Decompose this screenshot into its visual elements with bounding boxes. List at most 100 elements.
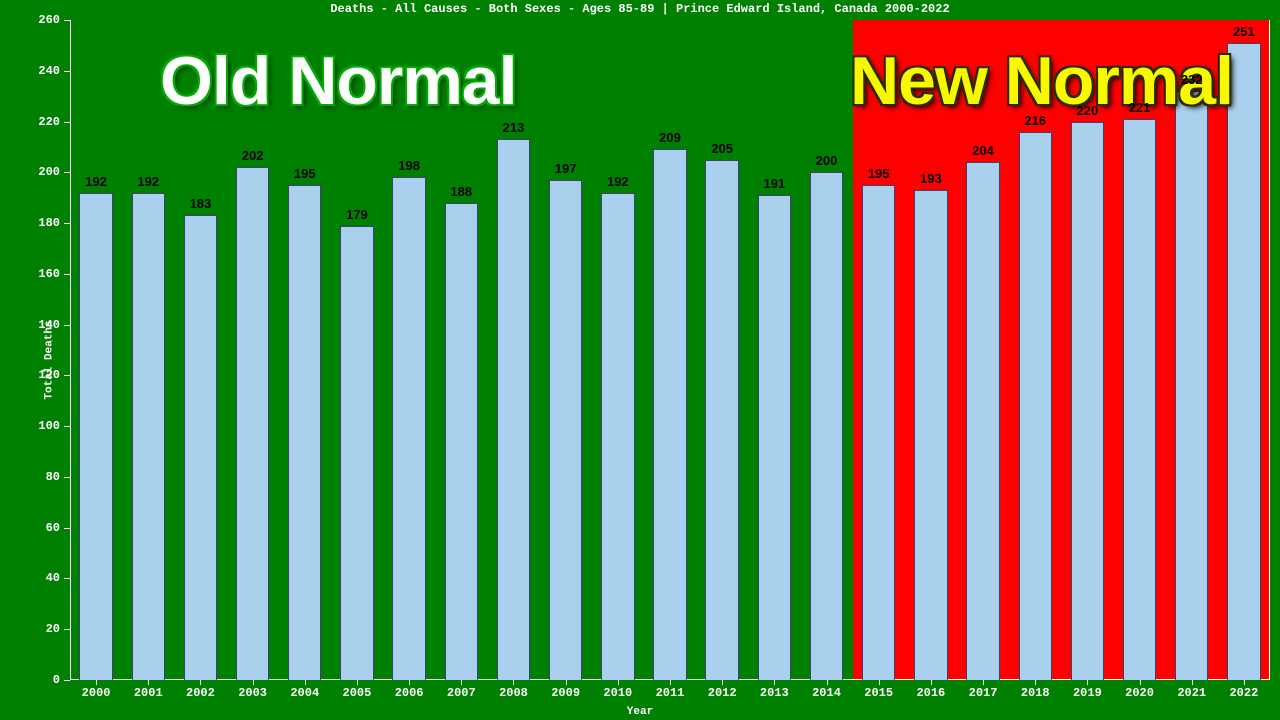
bar-value-label: 251	[1233, 24, 1255, 39]
y-tick-label: 180	[38, 216, 60, 230]
bar	[132, 193, 165, 680]
bar	[1123, 119, 1156, 680]
bar-slot: 1912013	[748, 20, 800, 680]
bar-value-label: 191	[763, 176, 785, 191]
y-tick-label: 100	[38, 419, 60, 433]
bar-slot: 2002014	[800, 20, 852, 680]
y-tick	[64, 629, 70, 630]
bar-value-label: 195	[868, 166, 890, 181]
plot-area: Old Normal New Normal 192200019220011832…	[70, 20, 1270, 680]
bar	[810, 172, 843, 680]
bar-value-label: 204	[972, 143, 994, 158]
x-tick	[1192, 680, 1193, 685]
y-tick	[64, 375, 70, 376]
x-tick	[618, 680, 619, 685]
bar-value-label: 179	[346, 207, 368, 222]
x-tick	[722, 680, 723, 685]
x-tick-label: 2015	[864, 686, 893, 700]
chart-title: Deaths - All Causes - Both Sexes - Ages …	[0, 2, 1280, 16]
bar	[862, 185, 895, 680]
x-tick	[774, 680, 775, 685]
x-tick-label: 2011	[656, 686, 685, 700]
bar-slot: 2052012	[696, 20, 748, 680]
bar	[914, 190, 947, 680]
x-tick	[305, 680, 306, 685]
x-tick	[983, 680, 984, 685]
x-tick-label: 2014	[812, 686, 841, 700]
bar-slot: 1972009	[540, 20, 592, 680]
y-tick	[64, 20, 70, 21]
bar	[236, 167, 269, 680]
x-tick-label: 2007	[447, 686, 476, 700]
bar-value-label: 188	[450, 184, 472, 199]
x-tick	[200, 680, 201, 685]
y-axis-title: Total Deaths	[44, 320, 56, 399]
y-tick	[64, 325, 70, 326]
bar	[705, 160, 738, 680]
bar	[79, 193, 112, 680]
x-tick	[670, 680, 671, 685]
y-tick-label: 0	[53, 673, 60, 687]
bar-value-label: 193	[920, 171, 942, 186]
x-tick-label: 2005	[343, 686, 372, 700]
bar-value-label: 205	[711, 141, 733, 156]
bar-value-label: 213	[503, 120, 525, 135]
bar	[445, 203, 478, 680]
bar-slot: 1922010	[592, 20, 644, 680]
bar-value-label: 216	[1024, 113, 1046, 128]
bar-value-label: 198	[398, 158, 420, 173]
bar-slot: 2092011	[644, 20, 696, 680]
bar-slot: 1922000	[70, 20, 122, 680]
x-tick	[879, 680, 880, 685]
y-tick-label: 120	[38, 368, 60, 382]
x-tick-label: 2000	[82, 686, 111, 700]
x-tick	[1087, 680, 1088, 685]
bar-value-label: 220	[1077, 103, 1099, 118]
bar-value-label: 192	[607, 174, 629, 189]
y-tick	[64, 274, 70, 275]
y-tick-label: 140	[38, 318, 60, 332]
bar	[1019, 132, 1052, 680]
x-tick	[461, 680, 462, 685]
x-tick	[409, 680, 410, 685]
x-tick	[1244, 680, 1245, 685]
overlay-label-old-normal: Old Normal	[160, 42, 517, 120]
bar-value-label: 192	[85, 174, 107, 189]
x-axis-title: Year	[627, 706, 653, 718]
bar	[549, 180, 582, 680]
x-tick	[931, 680, 932, 685]
bar	[340, 226, 373, 680]
bar-value-label: 195	[294, 166, 316, 181]
x-tick	[1140, 680, 1141, 685]
y-tick-label: 60	[46, 521, 60, 535]
y-tick	[64, 223, 70, 224]
bar-value-label: 202	[242, 148, 264, 163]
y-tick-label: 80	[46, 470, 60, 484]
y-tick	[64, 71, 70, 72]
x-tick-label: 2009	[551, 686, 580, 700]
x-tick-label: 2013	[760, 686, 789, 700]
bar	[184, 215, 217, 680]
bar	[1227, 43, 1260, 680]
overlay-label-new-normal: New Normal	[850, 42, 1233, 120]
bar	[1175, 91, 1208, 680]
bar-value-label: 197	[555, 161, 577, 176]
x-tick-label: 2020	[1125, 686, 1154, 700]
x-tick	[513, 680, 514, 685]
bar-value-label: 200	[816, 153, 838, 168]
bar-value-label: 232	[1181, 72, 1203, 87]
x-tick	[827, 680, 828, 685]
y-tick	[64, 578, 70, 579]
x-tick-label: 2003	[238, 686, 267, 700]
x-tick	[148, 680, 149, 685]
y-tick	[64, 528, 70, 529]
bar-value-label: 209	[659, 130, 681, 145]
bar	[601, 193, 634, 680]
x-tick-label: 2018	[1021, 686, 1050, 700]
y-tick-label: 160	[38, 267, 60, 281]
x-tick	[357, 680, 358, 685]
y-tick	[64, 122, 70, 123]
x-tick-label: 2002	[186, 686, 215, 700]
y-tick	[64, 680, 70, 681]
bar	[288, 185, 321, 680]
